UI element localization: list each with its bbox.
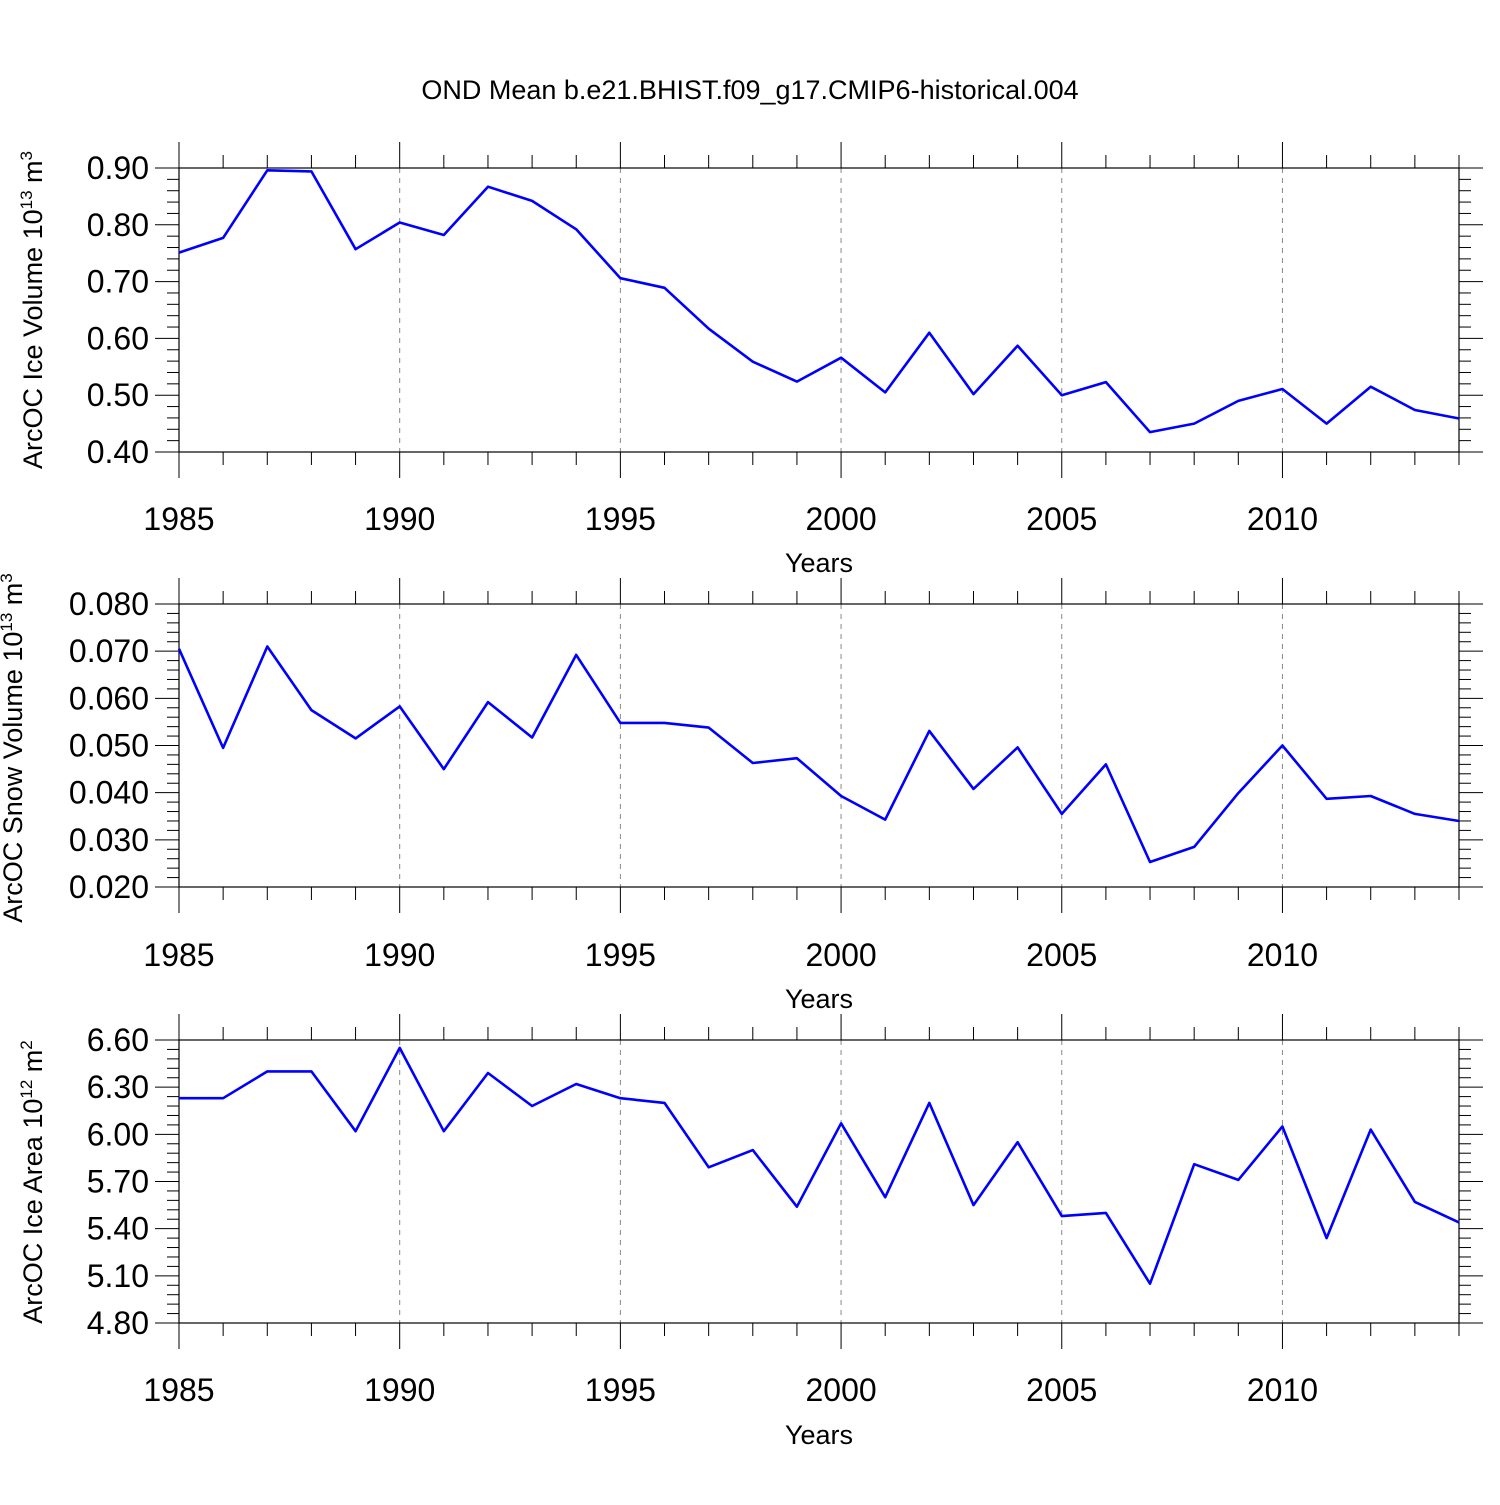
y-axis-title-superscript: 2 <box>17 1040 36 1049</box>
x-tick-label: 1985 <box>143 937 214 973</box>
x-tick-label: 2010 <box>1247 501 1318 537</box>
x-tick-label: 2005 <box>1026 937 1097 973</box>
x-tick-label: 1995 <box>585 1372 656 1408</box>
y-axis-title: ArcOC Ice Volume 1013 m3 <box>17 151 48 469</box>
x-tick-label: 2010 <box>1247 1372 1318 1408</box>
y-tick-label: 0.040 <box>69 775 149 811</box>
y-tick-label: 5.10 <box>87 1258 149 1294</box>
y-tick-label: 0.40 <box>87 434 149 470</box>
x-tick-label: 2005 <box>1026 1372 1097 1408</box>
x-tick-label: 1990 <box>364 501 435 537</box>
x-tick-label: 1985 <box>143 501 214 537</box>
x-axis-title: Years <box>785 984 853 1014</box>
panels-group: 0.90 0.80 0.70 0.60 0.50 0.40 1985 1990 1995 2000… <box>0 142 1483 1450</box>
y-axis-title-part: ArcOC Ice Volume 10 <box>18 209 48 469</box>
y-axis-title-superscript: 12 <box>17 1080 36 1099</box>
y-tick-label: 0.60 <box>87 320 149 356</box>
y-tick-label: 5.40 <box>87 1211 149 1247</box>
series-line <box>179 170 1459 432</box>
x-tick-label: 1990 <box>364 1372 435 1408</box>
x-tick-label: 2000 <box>805 937 876 973</box>
x-tick-label: 2000 <box>805 1372 876 1408</box>
x-tick-label: 1985 <box>143 1372 214 1408</box>
y-axis-title-superscript: 13 <box>17 190 36 209</box>
y-tick-label: 6.30 <box>87 1069 149 1105</box>
y-tick-label: 0.90 <box>87 150 149 186</box>
y-axis-title-part: m <box>18 160 48 190</box>
x-axis-title: Years <box>785 548 853 578</box>
y-axis-title-superscript: 13 <box>0 613 16 632</box>
y-axis-title-superscript: 3 <box>0 573 16 582</box>
y-tick-label: 0.070 <box>69 633 149 669</box>
y-axis-title: ArcOC Ice Area 1012 m2 <box>17 1040 48 1324</box>
y-axis-title-part: m <box>18 1050 48 1080</box>
series-line <box>179 647 1459 863</box>
y-axis-title-superscript: 3 <box>17 151 36 160</box>
x-tick-label: 1995 <box>585 937 656 973</box>
y-tick-label: 0.060 <box>69 680 149 716</box>
plot-frame <box>179 604 1459 887</box>
x-axis-title: Years <box>785 1420 853 1450</box>
panel-2: 0.080 0.070 0.060 0.050 0.040 0.030 0.020 1985 1… <box>0 573 1483 1014</box>
y-tick-label: 0.020 <box>69 869 149 905</box>
x-tick-label: 2010 <box>1247 937 1318 973</box>
y-tick-label: 0.050 <box>69 728 149 764</box>
y-tick-label: 4.80 <box>87 1305 149 1341</box>
y-axis-title-part: m <box>0 583 28 613</box>
y-tick-label: 0.50 <box>87 377 149 413</box>
x-tick-label: 1995 <box>585 501 656 537</box>
y-tick-label: 0.030 <box>69 822 149 858</box>
y-tick-label: 0.70 <box>87 264 149 300</box>
y-tick-label: 5.70 <box>87 1164 149 1200</box>
series-line <box>179 1048 1459 1284</box>
y-tick-label: 0.080 <box>69 586 149 622</box>
plot-frame <box>179 168 1459 452</box>
y-axis-title: ArcOC Snow Volume 1013 m3 <box>0 573 28 923</box>
y-axis-title-part: ArcOC Ice Area 10 <box>18 1099 48 1324</box>
x-tick-label: 2005 <box>1026 501 1097 537</box>
panel-3: 6.60 6.30 6.00 5.70 5.40 5.10 4.80 1985 1990 1995… <box>17 1014 1483 1450</box>
figure-title: OND Mean b.e21.BHIST.f09_g17.CMIP6-histo… <box>421 75 1078 105</box>
y-tick-label: 6.60 <box>87 1022 149 1058</box>
y-tick-label: 0.80 <box>87 207 149 243</box>
x-tick-label: 2000 <box>805 501 876 537</box>
y-tick-label: 6.00 <box>87 1116 149 1152</box>
y-axis-title-part: ArcOC Snow Volume 10 <box>0 632 28 923</box>
x-tick-label: 1990 <box>364 937 435 973</box>
panel-1: 0.90 0.80 0.70 0.60 0.50 0.40 1985 1990 1995 2000… <box>17 142 1483 578</box>
plot-frame <box>179 1040 1459 1323</box>
